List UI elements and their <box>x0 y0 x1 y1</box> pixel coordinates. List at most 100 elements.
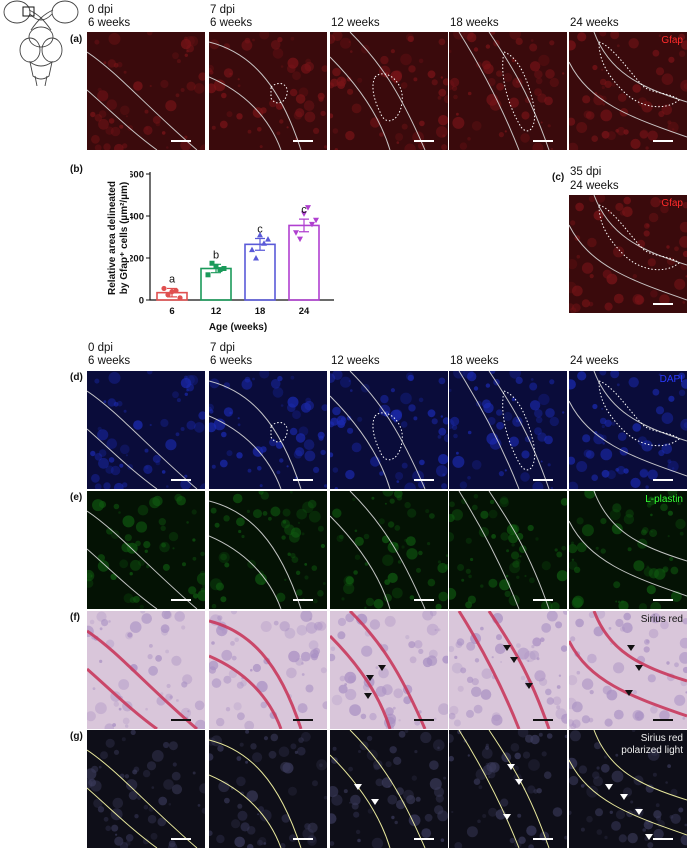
dapi-lesion-outline-4 <box>598 380 680 447</box>
sirius-scale-bar-3 <box>533 719 553 721</box>
arrowhead-black-icon-3-1 <box>510 657 518 663</box>
chart-significance-letter-6: a <box>169 273 176 285</box>
chart-ylabel: Relative area delineated by Gfap⁺ cells … <box>107 163 131 313</box>
chart-point-18-2 <box>265 236 271 242</box>
panel-label-g: (g) <box>70 731 83 742</box>
chart-ytick-label-2: 400 <box>130 212 144 223</box>
dapi-micrograph-1 <box>209 371 327 489</box>
sirius-micrograph-3 <box>449 611 567 729</box>
gfap-scale-bar-3 <box>533 140 553 142</box>
lplastin-micrograph-0 <box>87 493 205 609</box>
polar-nerve-boundary-3-1 <box>458 730 520 848</box>
arrowhead-white-icon-4-3 <box>645 834 653 840</box>
chart-ytick-label-3: 600 <box>130 170 144 181</box>
polar-micrograph-1 <box>209 730 327 848</box>
panel-label-c: (c) <box>552 172 565 183</box>
sirius-image-4: Sirius red <box>569 611 687 729</box>
polar-nerve-boundary-4-0 <box>593 730 687 801</box>
gfap-image-1 <box>209 32 327 150</box>
arrowhead-white-icon-4-1 <box>620 794 628 800</box>
header2-7dpi-line1: 7 dpi <box>210 342 235 354</box>
sirius-image-3 <box>449 611 567 729</box>
sirius-nerve-boundary-2-1 <box>330 634 392 729</box>
polar-micrograph-3 <box>449 730 567 848</box>
sirius-image-0 <box>87 611 205 729</box>
lplastin-scale-bar-2 <box>414 599 434 601</box>
gfap35-micrograph-4 <box>569 195 687 313</box>
sirius-nerve-boundary-0-1 <box>87 667 158 729</box>
sirius-nerve-boundary-1-1 <box>209 654 283 729</box>
header-7dpi-line1: 7 dpi <box>210 4 235 16</box>
lplastin-image-3 <box>449 491 567 609</box>
gfap35-nerve-boundary-4-1 <box>569 224 687 301</box>
gfap-image-0 <box>87 32 205 150</box>
sirius-nerve-boundary-3-1 <box>457 611 521 729</box>
gfap-nerve-boundary-0-1 <box>87 89 158 150</box>
chart-point-12-3 <box>209 260 215 266</box>
stain-label-lplastin: L-plastin <box>645 494 683 505</box>
sirius-image-1 <box>209 611 327 729</box>
header2-0dpi-line1: 0 dpi <box>88 342 113 354</box>
dapi-nerve-boundary-3-1 <box>458 371 520 489</box>
chart-errorbar-24 <box>299 218 309 233</box>
gfap-nerve-boundary-4-0 <box>593 32 687 103</box>
gfap-micrograph-2 <box>330 32 448 150</box>
lplastin-scale-bar-3 <box>533 599 553 601</box>
gfap-area-bar-chart: 0 200 400 600 a 6 b 12 c 18 c 24 Age (weeks) <box>130 170 334 333</box>
lplastin-nerve-boundary-0-0 <box>87 510 198 609</box>
panel-c-header-dpi: 35 dpi <box>570 166 602 178</box>
chart-point-24-0 <box>293 230 299 236</box>
polar-nerve-boundary-3-0 <box>488 730 550 848</box>
dapi-nerve-boundary-1-1 <box>209 415 282 489</box>
gfap-micrograph-0 <box>87 32 205 150</box>
polar-scale-bar-4 <box>653 838 673 840</box>
stain-label-gfap: Gfap <box>661 35 683 46</box>
polar-scale-bar-3 <box>533 838 553 840</box>
polar-nerve-boundary-2-1 <box>330 754 391 848</box>
lplastin-nerve-boundary-1-0 <box>209 500 302 609</box>
gfap-nerve-boundary-1-1 <box>209 76 282 150</box>
gfap-scale-bar-2 <box>414 140 434 142</box>
gfap35-lesion-outline-4 <box>598 204 680 271</box>
dapi-lesion-outline-1 <box>270 422 288 443</box>
gfap-image-3 <box>449 32 567 150</box>
chart-point-12-4 <box>217 267 223 273</box>
dapi-nerve-boundary-2-0 <box>349 371 426 489</box>
chart-point-24-4 <box>305 205 311 211</box>
chart-ylabel-line1: Relative area delineated <box>107 181 118 295</box>
zebrafish-brain-schematic-icon <box>3 0 79 86</box>
panel-c-header-weeks: 24 weeks <box>570 180 619 192</box>
header2-6weeks-control: 6 weeks <box>88 355 131 367</box>
dapi-lesion-outline-3 <box>502 390 536 471</box>
chart-point-24-2 <box>309 221 315 228</box>
dapi-nerve-boundary-0-1 <box>87 428 158 489</box>
polar-image-0 <box>87 730 205 848</box>
gfap-lesion-outline-3 <box>502 51 536 132</box>
chart-point-24-5 <box>313 217 319 224</box>
gfap35-scale-bar-4 <box>653 303 673 305</box>
stain-label-polarized-line1: Sirius red <box>640 733 683 744</box>
dapi-nerve-boundary-4-1 <box>569 400 687 477</box>
header-18weeks: 18 weeks <box>450 17 499 29</box>
polar-nerve-boundary-2-0 <box>349 730 426 848</box>
chart-xtick-label-6: 6 <box>169 306 174 317</box>
arrowhead-white-icon-2-1 <box>371 799 379 805</box>
dapi-nerve-boundary-2-1 <box>330 395 391 489</box>
panel-label-b: (b) <box>70 164 83 175</box>
chart-significance-letter-18: c <box>257 223 263 235</box>
gfap-image-2 <box>330 32 448 150</box>
stain-label-gfap-c: Gfap <box>661 198 683 209</box>
polar-scale-bar-2 <box>414 838 434 840</box>
lplastin-micrograph-4 <box>569 491 687 609</box>
chart-point-6-1 <box>169 289 175 295</box>
gfap-lesion-outline-1 <box>270 83 288 104</box>
chart-point-18-1 <box>257 231 263 238</box>
arrowhead-black-icon-3-2 <box>525 683 533 689</box>
stain-label-dapi: DAPI <box>659 374 683 385</box>
header-24weeks: 24 weeks <box>570 17 619 29</box>
sirius-nerve-boundary-3-0 <box>487 611 551 729</box>
dapi-micrograph-2 <box>330 371 448 489</box>
sirius-scale-bar-4 <box>653 719 673 721</box>
dapi-micrograph-3 <box>449 371 565 489</box>
polar-scale-bar-1 <box>293 838 313 840</box>
